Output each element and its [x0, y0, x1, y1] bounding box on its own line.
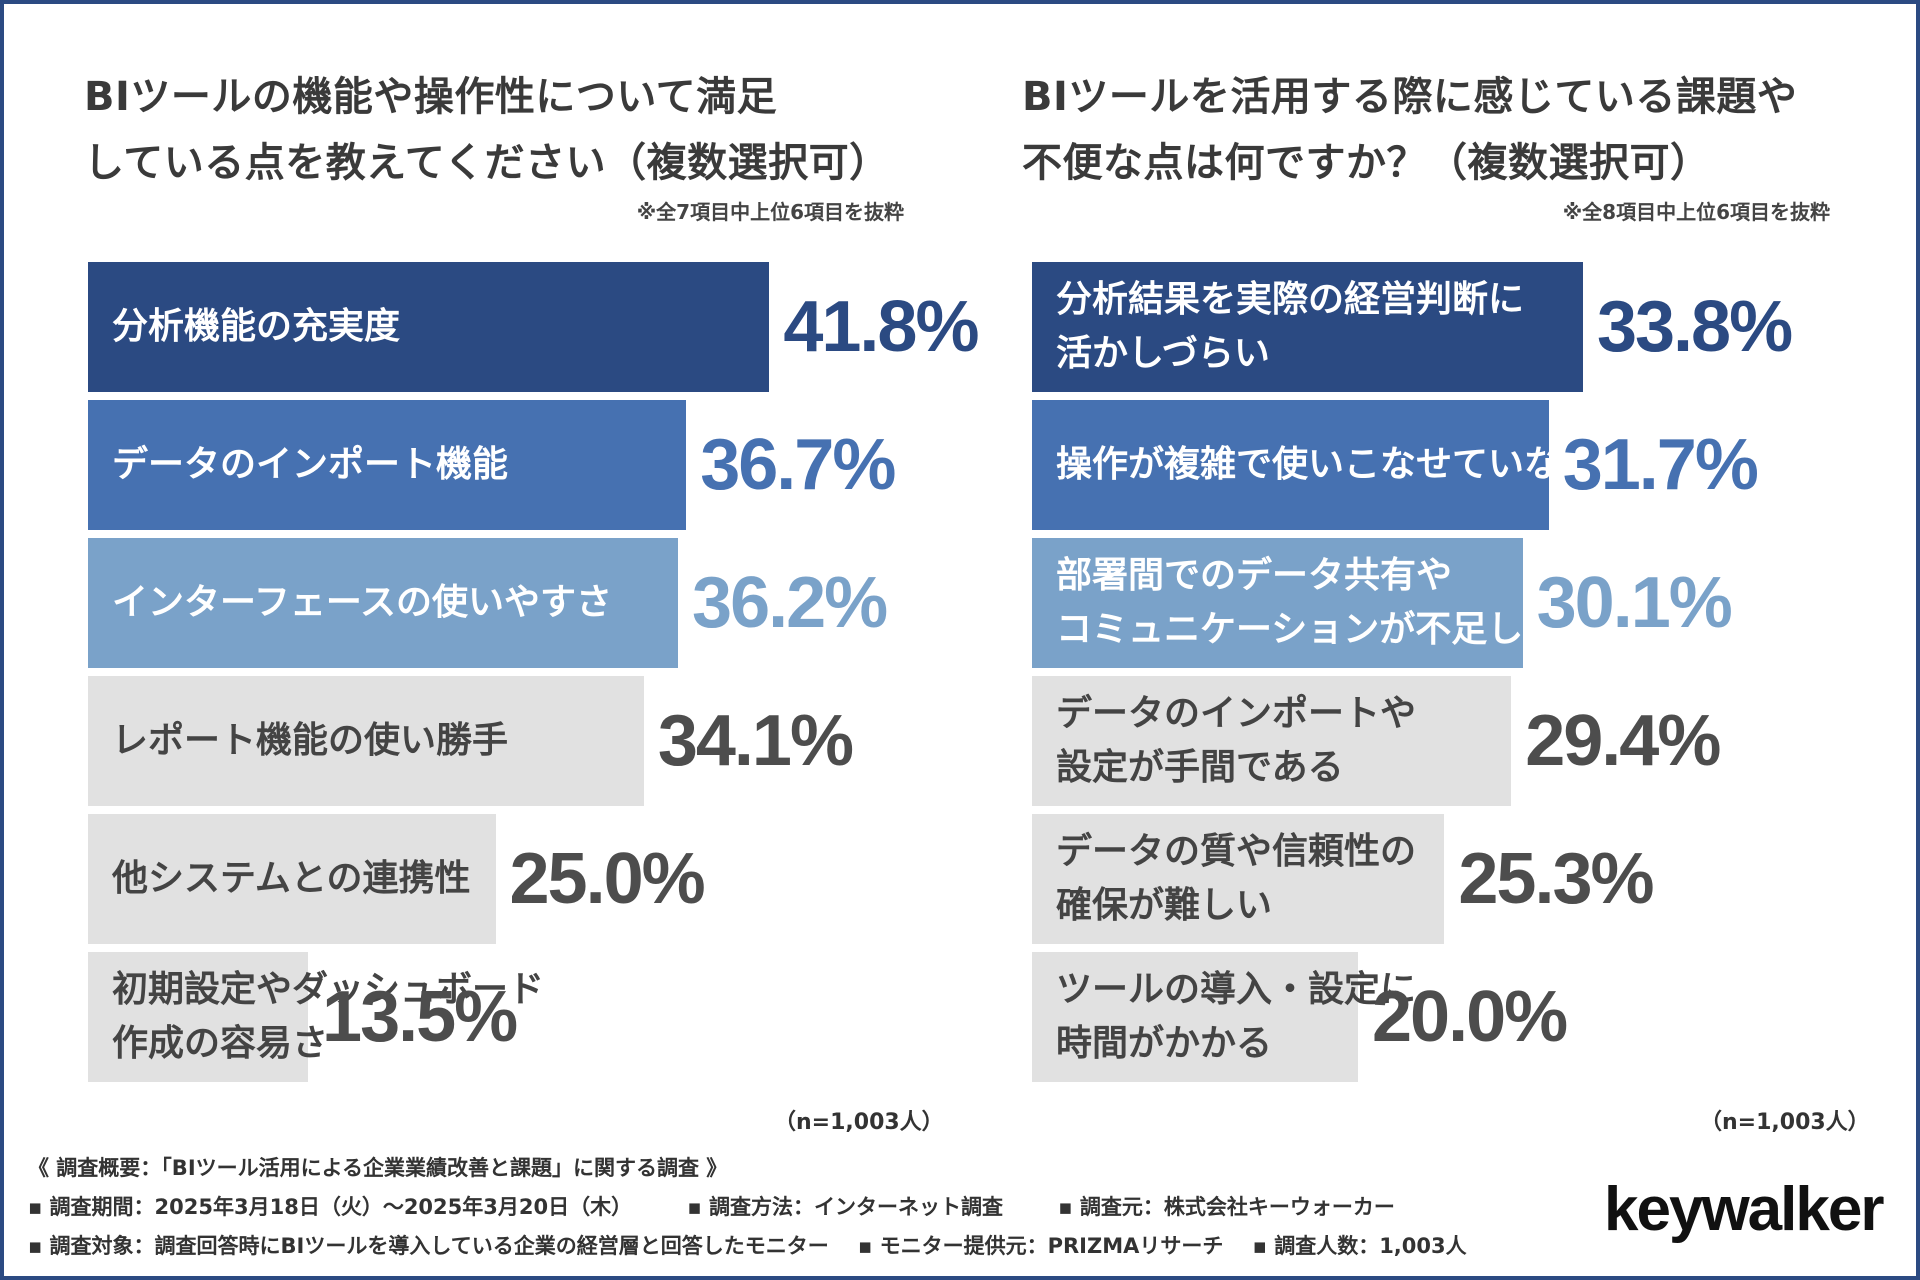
left-bar-1 [88, 262, 770, 392]
right-bar-label-2: 操作が複雑で使いこなせていない [1032, 400, 1596, 530]
right-bar-value-3: 30.1% [1536, 563, 1733, 643]
right-bar-label-1: 分析結果を実際の経営判断に 活かしづらい [1032, 262, 1524, 392]
left-bar-label-4: レポート機能の使い勝手 [88, 676, 508, 806]
right-bar-4 [1032, 676, 1512, 806]
left-bar-label-5: 他システムとの連携性 [88, 814, 471, 944]
survey-count: ▪ 調査人数：1,003人 [1252, 1234, 1467, 1258]
right-title-line-2: 不便な点は何ですか？（複数選択可） [1022, 140, 1711, 186]
left-title-line-2: している点を教えてください（複数選択可） [84, 140, 890, 186]
left-bar-chart: 分析機能の充実度 41.8% データのインポート機能 36.7% インターフェースの使い… [88, 262, 979, 1092]
survey-details-row-1: ▪ 調査期間：2025年3月18日（火）～2025年3月20日（木） ▪ 調査方… [28, 1191, 1395, 1221]
right-bar-label-4: データのインポートや 設定が手間である [1032, 676, 1416, 806]
right-bar-label-5-line-2: 確保が難しい [1056, 885, 1273, 926]
right-bar-label-3-line-1: 部署間でのデータ共有や [1056, 555, 1453, 596]
right-bar-5 [1032, 814, 1445, 944]
right-bar-label-6: ツールの導入・設定に 時間がかかる [1032, 952, 1416, 1082]
survey-target: ▪ 調査対象：調査回答時にBIツールを導入している企業の経営層と回答したモニター [28, 1234, 829, 1258]
right-bar-label-1-line-2: 活かしづらい [1056, 333, 1270, 374]
right-bar-label-4-line-2: 設定が手間である [1056, 747, 1344, 788]
left-title-line-1: BIツールの機能や操作性について満足 [84, 74, 778, 120]
survey-source: ▪ 調査元：株式会社キーウォーカー [1058, 1195, 1395, 1219]
left-bar-3 [88, 538, 679, 668]
right-bar-chart: 分析結果を実際の経営判断に 活かしづらい 33.8% 操作が複雑で使いこなせていない 3… [1032, 262, 1912, 1092]
right-bar-6 [1032, 952, 1358, 1082]
survey-provider: ▪ モニター提供元：PRIZMAリサーチ [858, 1234, 1224, 1258]
right-bar-1 [1032, 262, 1583, 392]
right-bar-label-5: データの質や信頼性の 確保が難しい [1032, 814, 1416, 944]
right-bar-label-5-line-1: データの質や信頼性の [1056, 831, 1417, 872]
right-sample-size: （n=1,003人） [1700, 1110, 1870, 1135]
left-chart-note: ※全7項目中上位6項目を抜粋 [636, 200, 904, 224]
left-bar-5 [88, 814, 496, 944]
left-bar-label-2-line-1: データのインポート機能 [112, 444, 509, 485]
left-bar-label-3-line-1: インターフェースの使いやすさ [112, 582, 613, 623]
keywalker-logo: keywalker [1604, 1175, 1884, 1244]
left-bar-6 [88, 952, 309, 1082]
right-bar-label-3: 部署間でのデータ共有やコミュニケーションが不足している [1032, 538, 1630, 668]
right-bar-value-1: 33.8% [1596, 287, 1793, 367]
right-chart-note: ※全8項目中上位6項目を抜粋 [1562, 200, 1830, 224]
right-bar-value-6: 20.0% [1372, 977, 1568, 1057]
survey-details-row-2: ▪ 調査対象：調査回答時にBIツールを導入している企業の経営層と回答したモニター… [28, 1230, 1467, 1260]
left-bar-value-1: 41.8% [783, 287, 979, 367]
left-bar-value-6: 13.5% [322, 977, 518, 1057]
right-bar-label-4-line-1: データのインポートや [1056, 693, 1417, 734]
left-bar-value-3: 36.2% [692, 563, 888, 643]
left-chart-title: BIツールの機能や操作性について満足 している点を教えてください（複数選択可） [84, 64, 890, 196]
right-bar-label-6-line-1: ツールの導入・設定に [1056, 969, 1417, 1010]
left-bar-label-6-line-1: 初期設定やダッシュボード [112, 969, 545, 1010]
left-bar-2 [88, 400, 687, 530]
left-bar-label-5-line-1: 他システムとの連携性 [112, 858, 471, 899]
right-bar-3 [1032, 538, 1523, 668]
left-bar-4 [88, 676, 644, 806]
survey-summary: 《 調査概要：「BIツール活用による企業業績改善と課題」に関する調査 》 [28, 1156, 728, 1180]
left-bar-label-3: インターフェースの使いやすさ [88, 538, 612, 668]
left-bar-value-2: 36.7% [700, 425, 896, 505]
right-title-line-1: BIツールを活用する際に感じている課題や [1022, 74, 1798, 120]
left-bar-label-6: 初期設定やダッシュボード 作成の容易さ [88, 952, 544, 1082]
right-bar-value-2: 31.7% [1562, 425, 1759, 505]
survey-method: ▪ 調査方法：インターネット調査 [687, 1195, 1003, 1219]
left-bar-label-1: 分析機能の充実度 [88, 262, 400, 392]
left-bar-label-1-line-1: 分析機能の充実度 [112, 306, 401, 347]
right-bar-label-3-line-2: コミュニケーションが不足している [1056, 609, 1631, 650]
left-bar-value-5: 25.0% [509, 839, 706, 919]
right-bar-label-6-line-2: 時間がかかる [1056, 1023, 1273, 1064]
right-chart-title: BIツールを活用する際に感じている課題や 不便な点は何ですか？（複数選択可） [1022, 64, 1797, 196]
left-bar-value-4: 34.1% [657, 701, 854, 781]
left-bar-label-2: データのインポート機能 [88, 400, 508, 530]
left-bar-label-6-line-2: 作成の容易さ [112, 1023, 329, 1064]
right-bar-2 [1032, 400, 1549, 530]
left-bar-label-4-line-1: レポート機能の使い勝手 [112, 720, 509, 761]
right-bar-value-5: 25.3% [1458, 839, 1654, 919]
survey-period: ▪ 調査期間：2025年3月18日（火）～2025年3月20日（木） [28, 1195, 633, 1219]
right-bar-label-2-line-1: 操作が複雑で使いこなせていない [1056, 444, 1597, 485]
right-bar-label-1-line-1: 分析結果を実際の経営判断に [1056, 279, 1525, 320]
right-bar-value-4: 29.4% [1525, 701, 1721, 781]
left-sample-size: （n=1,003人） [774, 1110, 944, 1135]
